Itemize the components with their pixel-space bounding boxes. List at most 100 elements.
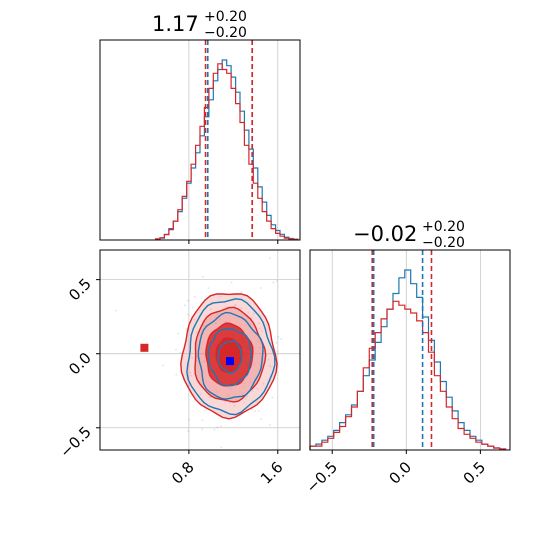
scatter-point	[201, 419, 204, 422]
scatter-point	[230, 281, 233, 284]
scatter-point	[175, 348, 177, 351]
scatter-point	[186, 299, 189, 302]
scatter-point	[219, 295, 222, 298]
scatter-point	[257, 410, 260, 412]
marker-square-1	[226, 357, 234, 366]
panel-bottom-right-title: −0.02 +0.20 −0.20	[353, 219, 465, 251]
histogram-series-1	[309, 300, 507, 450]
scatter-point	[258, 322, 260, 325]
x-tick-label: 0.0	[386, 458, 416, 488]
scatter-point	[268, 364, 271, 367]
scatter-point	[277, 351, 279, 353]
panel-bottom-right-frame	[309, 249, 511, 451]
scatter-point	[193, 318, 196, 321]
scatter-point	[262, 383, 265, 385]
scatter-point	[185, 328, 188, 331]
scatter-point	[175, 373, 178, 376]
scatter-point	[277, 335, 280, 338]
scatter-point	[207, 287, 210, 289]
scatter-point	[195, 331, 198, 333]
scatter-point	[251, 390, 254, 392]
scatter-point	[256, 401, 259, 404]
scatter-point	[252, 312, 255, 315]
scatter-point	[191, 306, 194, 309]
scatter-point	[190, 374, 193, 377]
scatter-point	[250, 317, 253, 319]
scatter-point	[269, 257, 271, 260]
scatter-point	[191, 356, 193, 359]
scatter-point	[220, 511, 222, 513]
panel-bottom-right-histogram: −0.5 0.0 0.5 −0.02 +0.20 −0.20	[303, 219, 511, 497]
scatter-point	[210, 308, 212, 311]
contour-blue-level-1	[197, 311, 264, 400]
scatter-point	[275, 341, 278, 344]
scatter-point	[253, 410, 256, 413]
scatter-point	[260, 418, 262, 421]
scatter-point	[251, 408, 254, 411]
scatter-point	[245, 398, 247, 400]
title-1-minus: −0.20	[204, 25, 247, 41]
scatter-point	[233, 404, 236, 407]
scatter-point	[177, 332, 179, 335]
scatter-point	[267, 358, 270, 361]
title-2-minus: −0.20	[422, 235, 465, 251]
histogram-series-1	[155, 63, 299, 240]
scatter-point	[233, 304, 236, 307]
scatter-point	[256, 387, 259, 390]
scatter-point	[187, 430, 190, 432]
scatter-point	[246, 395, 249, 398]
scatter-point	[184, 304, 186, 307]
marker-square-0	[140, 343, 149, 352]
panel-bottom-left-contour: 0.8 1.6 0.5 0.0 −0.5	[56, 249, 319, 513]
x-tick-label: 0.8	[168, 458, 198, 488]
scatter-point	[210, 301, 213, 304]
histogram-series-0	[155, 59, 299, 240]
histogram-series-0	[309, 269, 507, 450]
scatter-point	[193, 295, 196, 298]
scatter-point	[240, 291, 243, 293]
scatter-point	[115, 309, 117, 312]
panel-top-left-title: 1.17 +0.20 −0.20	[152, 9, 247, 41]
scatter-point	[216, 426, 219, 429]
scatter-point	[243, 401, 246, 404]
scatter-point	[189, 371, 192, 374]
scatter-point	[186, 313, 189, 316]
scatter-point	[234, 303, 237, 306]
scatter-point	[269, 424, 271, 426]
scatter-point	[258, 327, 261, 330]
scatter-point	[220, 425, 223, 427]
y-tick-label: 0.0	[65, 349, 95, 379]
x-tick-label: −0.5	[303, 458, 341, 496]
scatter-point	[276, 280, 278, 282]
scatter-point	[240, 307, 243, 310]
scatter-point	[199, 393, 202, 395]
scatter-point	[271, 396, 274, 399]
title-1-plus: +0.20	[204, 9, 247, 25]
panel-top-left-frame	[99, 39, 301, 241]
scatter-point	[261, 330, 263, 333]
scatter-point	[317, 354, 319, 356]
scatter-point	[201, 428, 204, 431]
title-1-value: 1.17	[152, 12, 199, 36]
title-2-value: −0.02	[353, 222, 417, 246]
scatter-point	[259, 287, 262, 289]
scatter-point	[213, 428, 216, 431]
panel-top-left-histogram: 1.17 +0.20 −0.20	[99, 9, 301, 244]
scatter-point	[272, 281, 275, 284]
scatter-point	[220, 446, 223, 449]
scatter-point	[280, 338, 282, 340]
contour-blue-level-0	[186, 298, 276, 416]
contour-blue-level-3	[217, 340, 243, 374]
x-tick-label: 1.6	[257, 458, 287, 488]
scatter-point	[202, 275, 204, 278]
scatter-point	[229, 401, 231, 404]
y-tick-label: 0.5	[65, 275, 95, 305]
contour-blue-level-2	[207, 328, 252, 387]
x-tick-label: 0.5	[460, 458, 490, 488]
scatter-point	[247, 311, 250, 314]
title-2-plus: +0.20	[422, 219, 465, 235]
y-tick-label: −0.5	[56, 423, 94, 461]
scatter-point	[266, 324, 269, 326]
panel-bottom-left-frame	[99, 249, 301, 451]
